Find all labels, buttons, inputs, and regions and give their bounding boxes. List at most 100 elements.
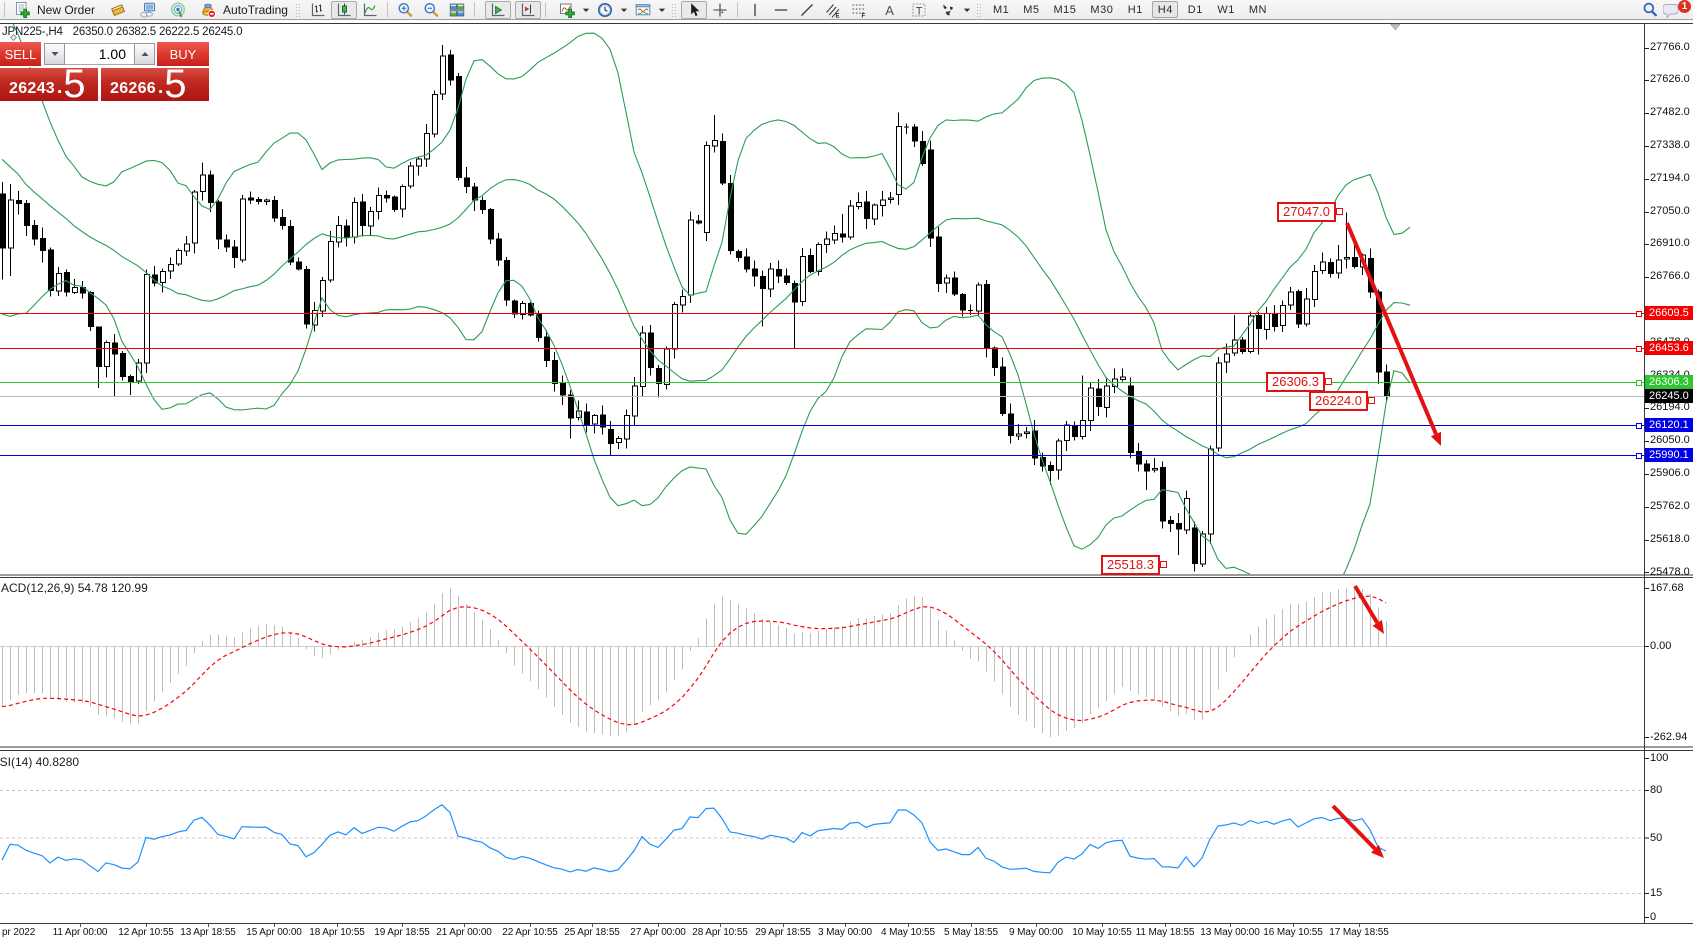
sell-button-label: SELL xyxy=(4,46,37,62)
templates-dropdown-icon[interactable] xyxy=(656,1,668,19)
timeframe-button-M30[interactable]: M30 xyxy=(1090,3,1114,16)
buy-price-main: 26266 xyxy=(110,80,156,97)
triangle-down-icon xyxy=(51,52,58,56)
buy-button[interactable]: BUY xyxy=(157,42,209,67)
price-axis-label: 25906.0 xyxy=(1650,467,1690,479)
crosshair-icon[interactable] xyxy=(707,1,733,19)
price-line-label: 26245.0 xyxy=(1645,389,1693,403)
toolbar-drag-handle[interactable] xyxy=(294,2,302,17)
macd-axis-label: 0.00 xyxy=(1650,639,1672,652)
candlestick-chart-icon[interactable] xyxy=(330,0,357,19)
toolbar-right-group: 1 xyxy=(1637,0,1691,19)
text-label-icon[interactable]: T xyxy=(906,1,932,19)
timeframe-button-H1[interactable]: H1 xyxy=(1127,3,1143,16)
time-axis-label: 29 Apr 18:55 xyxy=(755,927,811,938)
arrows-icon[interactable] xyxy=(935,1,961,19)
auto-scroll-icon[interactable] xyxy=(484,0,511,19)
volume-decrease-button[interactable] xyxy=(44,43,65,65)
volume-input[interactable]: 1.00 xyxy=(65,43,134,65)
search-icon[interactable] xyxy=(1637,1,1663,19)
buy-price-dot: . xyxy=(158,77,164,98)
time-axis-label: 9 May 00:00 xyxy=(1009,927,1063,938)
rsi-axis-label: 80 xyxy=(1650,784,1663,796)
fibonacci-icon[interactable]: F xyxy=(846,1,872,19)
chat-icon xyxy=(1662,3,1681,19)
zoom-in-icon[interactable] xyxy=(392,1,418,19)
zoom-out-icon[interactable] xyxy=(418,1,444,19)
line-chart-icon[interactable] xyxy=(357,1,383,19)
timeframe-button-M15[interactable]: M15 xyxy=(1053,3,1077,16)
price-axis-label: 27338.0 xyxy=(1650,139,1690,151)
toolbar-separator xyxy=(736,2,738,17)
autotrading-icon[interactable] xyxy=(195,1,221,19)
annotation-label[interactable]: 27047.0 xyxy=(1277,202,1343,222)
time-axis-label: 18 Apr 10:55 xyxy=(309,927,365,938)
price-axis-label: 27482.0 xyxy=(1650,106,1690,118)
toolbar-separator xyxy=(386,2,388,17)
annotation-label[interactable]: 26306.3 xyxy=(1266,372,1332,392)
equidistant-channel-icon[interactable]: E xyxy=(820,1,846,19)
arrows-dropdown-icon[interactable] xyxy=(961,1,973,19)
tile-windows-icon[interactable] xyxy=(444,1,470,19)
time-axis-label: 3 May 00:00 xyxy=(818,927,872,938)
horizontal-line-icon[interactable] xyxy=(768,1,794,19)
sell-price-button[interactable]: 26243 . 5 xyxy=(0,62,98,106)
chart-window: JPN225-,H4 26350.0 26382.5 26222.5 26245.… xyxy=(0,20,1693,940)
price-axis-label: 25762.0 xyxy=(1650,500,1690,512)
periods-dropdown-icon[interactable] xyxy=(618,1,630,19)
mql5-community-icon[interactable] xyxy=(135,1,161,19)
toolbar-drag-handle[interactable] xyxy=(975,2,983,17)
toolbar-separator xyxy=(4,2,5,17)
autotrading-button[interactable]: AutoTrading xyxy=(223,2,288,17)
annotation-label[interactable]: 25518.3 xyxy=(1101,555,1167,575)
toolbar-separator xyxy=(473,2,475,17)
periods-icon[interactable] xyxy=(592,1,618,19)
time-axis-label: pr 2022 xyxy=(2,927,36,938)
time-axis-label: 12 Apr 10:55 xyxy=(118,927,174,938)
vertical-line-icon[interactable] xyxy=(742,1,768,19)
trendline-icon[interactable] xyxy=(794,1,820,19)
time-axis-label: 4 May 10:55 xyxy=(881,927,935,938)
price-axis-label: 27626.0 xyxy=(1650,73,1690,85)
signals-icon[interactable] xyxy=(165,1,191,19)
timeframe-button-D1[interactable]: D1 xyxy=(1187,3,1203,16)
timeframe-toolbar: M1 M5 M15 M30 H1 H4 D1 W1 MN xyxy=(986,1,1274,18)
chart-canvas[interactable] xyxy=(0,20,1693,940)
time-axis-label: 5 May 18:55 xyxy=(944,927,998,938)
time-axis-label: 21 Apr 00:00 xyxy=(436,927,492,938)
sell-price-main: 26243 xyxy=(9,80,55,97)
bar-chart-icon[interactable] xyxy=(305,1,331,19)
chart-shift-icon[interactable] xyxy=(514,0,541,19)
timeframe-button-M5[interactable]: M5 xyxy=(1023,3,1040,16)
price-axis-label: 26194.0 xyxy=(1650,401,1690,413)
chat-notification-badge: 1 xyxy=(1678,0,1691,13)
indicators-icon[interactable] xyxy=(554,1,580,19)
buy-price-button[interactable]: 26266 . 5 xyxy=(101,64,209,104)
toolbar-drag-handle[interactable] xyxy=(670,2,678,17)
indicators-dropdown-icon[interactable] xyxy=(580,1,592,19)
time-axis-label: 11 May 18:55 xyxy=(1135,927,1195,938)
new-order-icon[interactable] xyxy=(9,1,35,19)
chat-button[interactable]: 1 xyxy=(1662,0,1691,19)
annotation-label[interactable]: 26224.0 xyxy=(1309,391,1375,411)
new-order-button[interactable]: New Order xyxy=(37,2,96,17)
macd-indicator-label: MACD(12,26,9) 54.78 120.99 xyxy=(0,581,148,595)
time-axis-label: 22 Apr 10:55 xyxy=(502,927,558,938)
price-line-label: 26609.5 xyxy=(1645,306,1693,320)
sell-price-frac: 5 xyxy=(63,62,86,106)
timeframe-button-M1[interactable]: M1 xyxy=(992,3,1010,16)
timeframe-button-H4[interactable]: H4 xyxy=(1152,1,1179,18)
cursor-icon[interactable] xyxy=(680,0,707,19)
timeframe-button-W1[interactable]: W1 xyxy=(1217,3,1235,16)
sell-button[interactable]: SELL xyxy=(0,42,41,67)
text-icon[interactable]: A xyxy=(877,1,903,19)
price-line-label: 26453.6 xyxy=(1645,341,1693,355)
volume-increase-button[interactable] xyxy=(134,43,155,65)
toolbar: New Order AutoTrading E F A T M1 M5 M15 M30… xyxy=(0,0,1693,20)
push-notify-icon[interactable] xyxy=(105,1,131,19)
time-axis-label: 13 May 00:00 xyxy=(1200,927,1260,938)
price-axis-label: 27194.0 xyxy=(1650,172,1690,184)
timeframe-button-MN[interactable]: MN xyxy=(1248,3,1267,16)
templates-icon[interactable] xyxy=(630,1,656,19)
time-axis-label: 25 Apr 18:55 xyxy=(564,927,620,938)
